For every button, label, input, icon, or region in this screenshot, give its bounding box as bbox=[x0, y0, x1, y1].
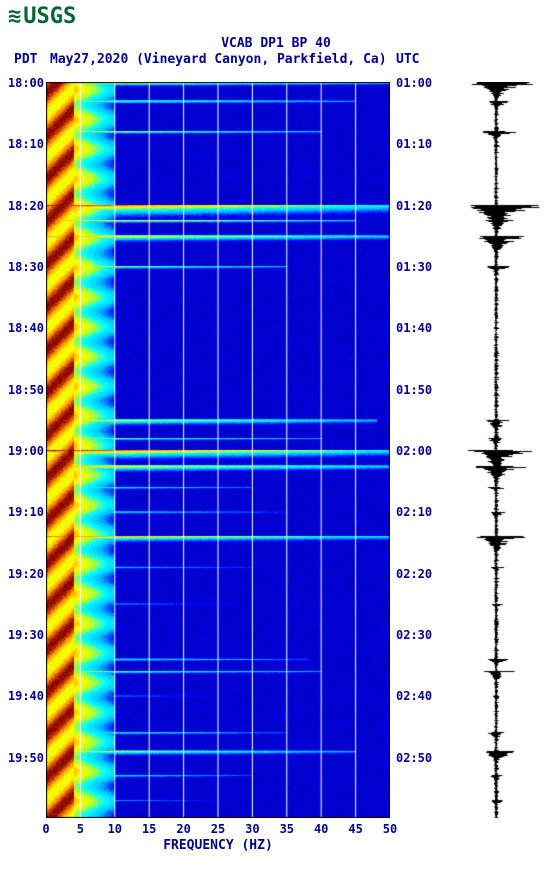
x-tick: 25 bbox=[211, 822, 225, 836]
y-tick-utc: 02:00 bbox=[396, 444, 444, 458]
y-tick-utc: 01:30 bbox=[396, 260, 444, 274]
y-tick-utc: 01:40 bbox=[396, 321, 444, 335]
tz-right-label: UTC bbox=[396, 52, 419, 67]
usgs-logo: ≋ USGS bbox=[8, 4, 76, 29]
y-tick-utc: 02:40 bbox=[396, 689, 444, 703]
y-tick-utc: 02:20 bbox=[396, 567, 444, 581]
y-tick-pdt: 18:50 bbox=[4, 383, 44, 397]
usgs-mark-icon: ≋ bbox=[8, 4, 21, 29]
x-tick: 10 bbox=[108, 822, 122, 836]
y-tick-pdt: 18:00 bbox=[4, 76, 44, 90]
x-axis-label: FREQUENCY (HZ) bbox=[46, 838, 390, 853]
y-tick-pdt: 19:00 bbox=[4, 444, 44, 458]
x-tick: 0 bbox=[42, 822, 49, 836]
y-tick-utc: 01:00 bbox=[396, 76, 444, 90]
y-tick-pdt: 19:50 bbox=[4, 751, 44, 765]
x-tick: 15 bbox=[142, 822, 156, 836]
date-location-label: May27,2020 (Vineyard Canyon, Parkfield, … bbox=[50, 52, 387, 67]
plot-area: 18:0018:1018:2018:3018:4018:5019:0019:10… bbox=[0, 82, 552, 852]
y-tick-utc: 01:10 bbox=[396, 137, 444, 151]
y-tick-utc: 02:50 bbox=[396, 751, 444, 765]
y-tick-pdt: 19:20 bbox=[4, 567, 44, 581]
y-tick-utc: 02:30 bbox=[396, 628, 444, 642]
y-tick-pdt: 18:30 bbox=[4, 260, 44, 274]
x-tick: 35 bbox=[280, 822, 294, 836]
chart-title: VCAB DP1 BP 40 bbox=[0, 36, 552, 51]
y-tick-utc: 02:10 bbox=[396, 505, 444, 519]
x-tick: 40 bbox=[314, 822, 328, 836]
x-tick: 45 bbox=[348, 822, 362, 836]
x-tick: 50 bbox=[383, 822, 397, 836]
x-tick: 20 bbox=[176, 822, 190, 836]
y-tick-utc: 01:50 bbox=[396, 383, 444, 397]
tz-left-label: PDT bbox=[14, 52, 37, 67]
usgs-logo-text: USGS bbox=[23, 4, 76, 29]
x-tick: 5 bbox=[77, 822, 84, 836]
waveform-canvas bbox=[448, 82, 544, 818]
y-tick-pdt: 19:40 bbox=[4, 689, 44, 703]
y-tick-pdt: 19:30 bbox=[4, 628, 44, 642]
y-tick-pdt: 18:20 bbox=[4, 199, 44, 213]
spectrogram-canvas bbox=[46, 82, 390, 818]
x-tick: 30 bbox=[245, 822, 259, 836]
y-tick-utc: 01:20 bbox=[396, 199, 444, 213]
y-tick-pdt: 18:40 bbox=[4, 321, 44, 335]
y-tick-pdt: 18:10 bbox=[4, 137, 44, 151]
y-tick-pdt: 19:10 bbox=[4, 505, 44, 519]
